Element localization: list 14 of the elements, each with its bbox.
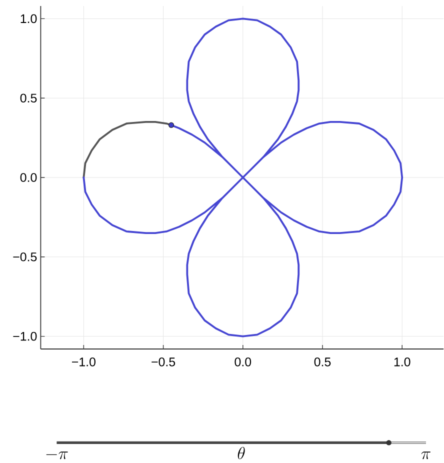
y-tick-label: −0.5	[13, 252, 37, 262]
line-series	[82, 18, 404, 338]
y-tick-label: 0.5	[20, 94, 37, 103]
x-tick-label: 0.5	[314, 358, 331, 366]
y-tick-label: −1.0	[13, 332, 37, 341]
x-tick-label: −1.0	[72, 358, 96, 366]
text: $\theta$	[238, 446, 245, 460]
y-tick-label: 0.0	[20, 173, 37, 182]
y-tick-label: 1.0	[20, 14, 37, 24]
text: $-\pi$	[46, 452, 68, 460]
x-tick-label: −0.5	[152, 358, 176, 366]
x-tick-label: 1.0	[394, 358, 410, 366]
text: $\pi$	[421, 452, 430, 460]
x-tick-label: 0.0	[234, 358, 252, 366]
